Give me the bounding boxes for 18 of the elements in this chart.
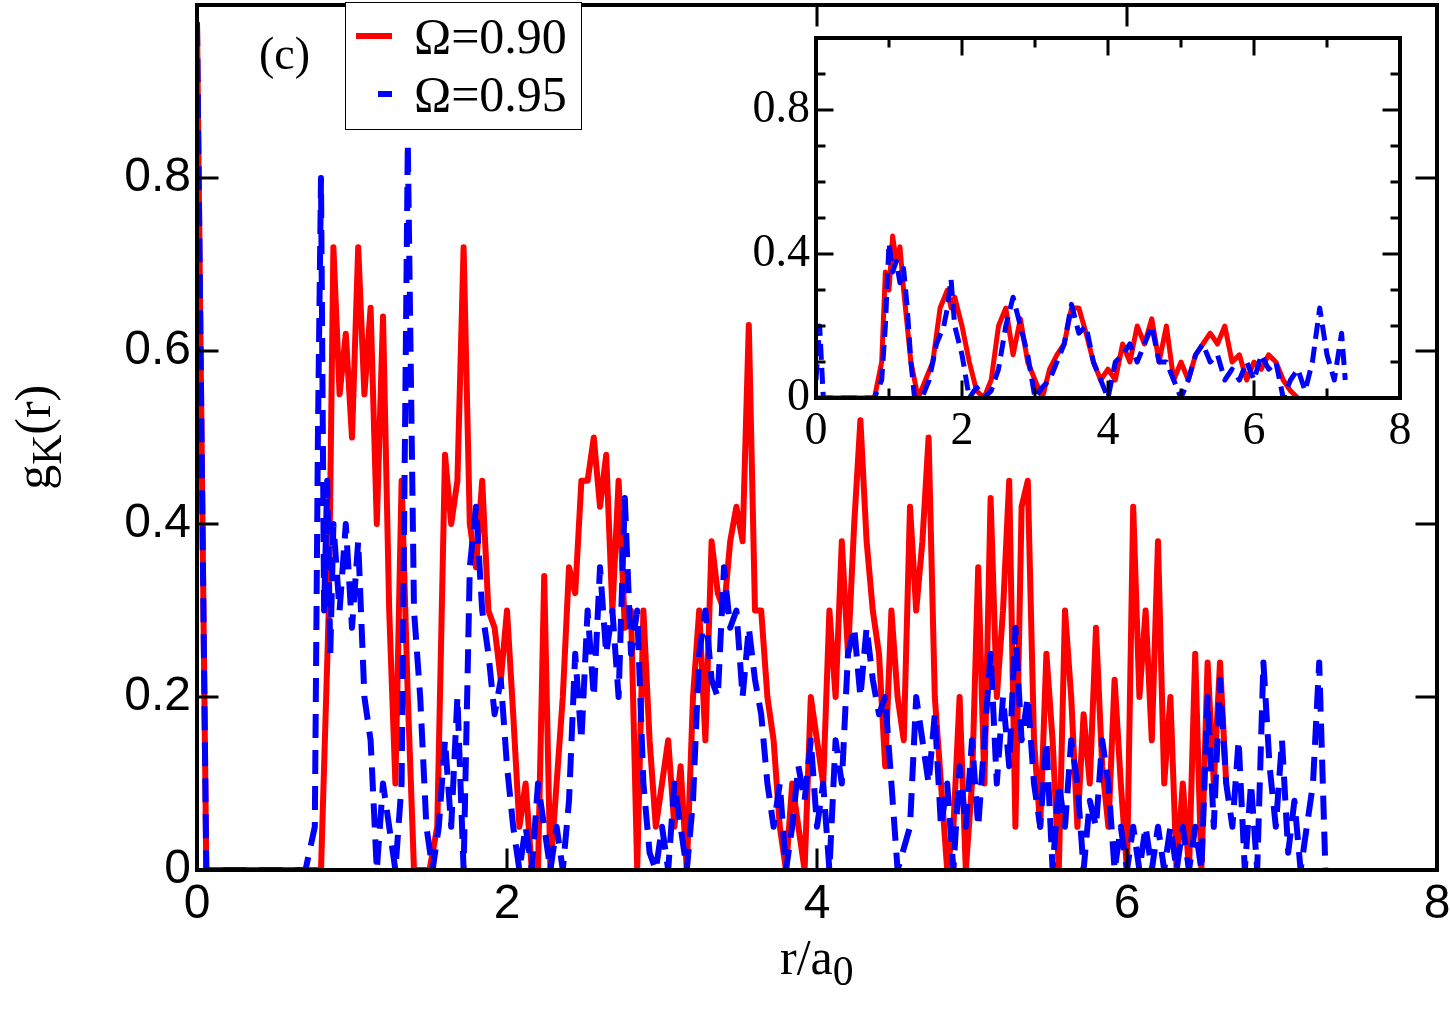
y-tick-label: 0.8	[752, 81, 810, 133]
x-tick-label: 2	[493, 875, 521, 929]
y-tick-label: 0.4	[124, 494, 191, 548]
y-tick-label: 0.2	[124, 667, 191, 721]
y-tick-label: 0.6	[124, 321, 191, 375]
y-tick-label: 0.4	[752, 225, 810, 277]
x-tick-label: 8	[1388, 402, 1412, 454]
x-tick-label: 4	[1096, 402, 1120, 454]
x-tick-label: 4	[803, 875, 831, 929]
annotation: (c)	[259, 27, 311, 80]
x-tick-label: 6	[1242, 402, 1266, 454]
legend-label: Ω=0.90	[414, 7, 567, 65]
x-tick-label: 2	[950, 402, 974, 454]
x-tick-label: 6	[1113, 875, 1141, 929]
legend-label: Ω=0.95	[414, 65, 567, 123]
x-axis-title: r/a$_{0}$	[780, 929, 854, 994]
x-tick-label: 8	[1423, 875, 1450, 929]
y-tick-label: 0.8	[124, 148, 191, 202]
